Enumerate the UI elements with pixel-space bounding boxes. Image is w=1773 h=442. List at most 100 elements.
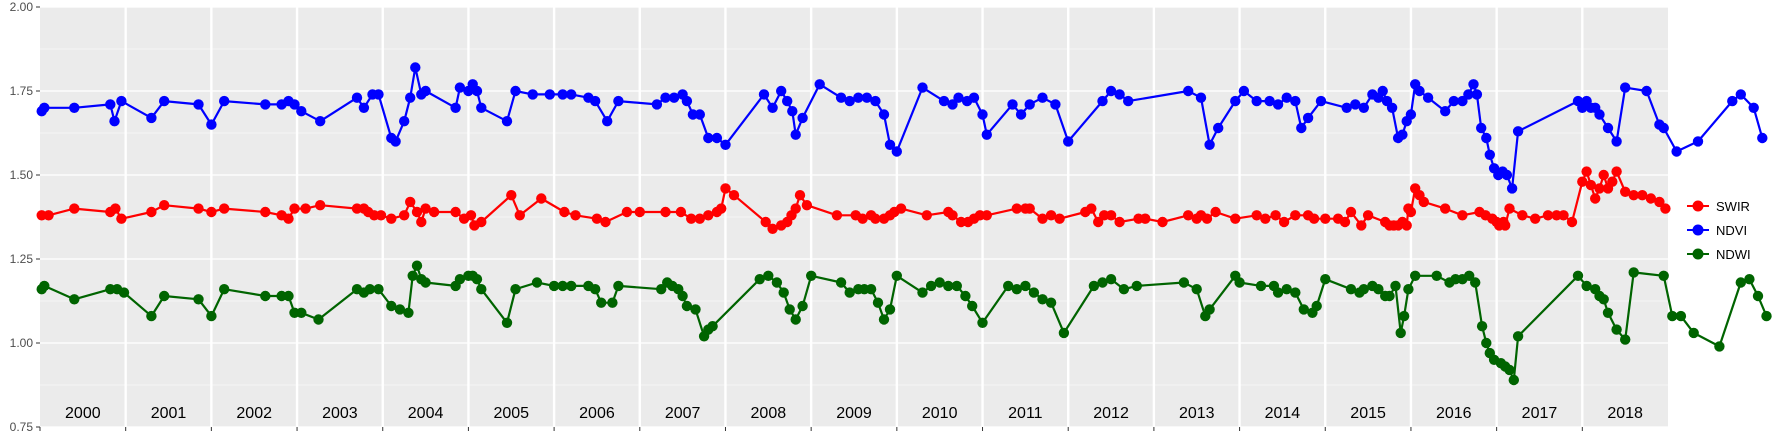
data-point-ndvi bbox=[720, 139, 731, 150]
data-point-swir bbox=[1418, 196, 1430, 208]
data-point-ndvi bbox=[1422, 92, 1434, 103]
data-point-ndwi bbox=[656, 284, 667, 295]
data-point-swir bbox=[1517, 210, 1528, 221]
data-point-ndvi bbox=[681, 95, 693, 107]
data-point-swir bbox=[69, 203, 80, 214]
data-point-ndwi bbox=[1204, 304, 1215, 315]
data-point-ndwi bbox=[1045, 297, 1057, 308]
data-point-ndwi bbox=[1281, 284, 1292, 295]
data-point-ndvi bbox=[410, 62, 421, 73]
data-point-ndvi bbox=[1251, 95, 1262, 107]
data-point-ndvi bbox=[450, 102, 461, 114]
data-point-ndvi bbox=[703, 132, 714, 144]
data-point-swir bbox=[1581, 166, 1592, 177]
data-point-ndvi bbox=[260, 99, 271, 110]
data-point-ndwi bbox=[784, 304, 795, 315]
data-point-ndvi bbox=[1658, 122, 1669, 134]
data-point-swir bbox=[1566, 216, 1578, 228]
data-point-ndvi bbox=[947, 99, 958, 110]
data-point-ndvi bbox=[1183, 85, 1194, 97]
data-point-ndwi bbox=[548, 280, 560, 292]
data-point-ndwi bbox=[754, 274, 765, 285]
data-point-ndwi bbox=[471, 274, 483, 285]
data-point-ndwi bbox=[1761, 310, 1772, 322]
data-point-swir bbox=[1260, 213, 1271, 224]
data-point-ndwi bbox=[394, 304, 406, 315]
data-point-ndvi bbox=[399, 116, 410, 127]
legend-key-point bbox=[1692, 248, 1704, 260]
data-point-swir bbox=[694, 213, 705, 224]
data-point-ndwi bbox=[159, 290, 170, 302]
data-point-ndwi bbox=[1688, 327, 1699, 339]
data-point-ndvi bbox=[1063, 136, 1074, 147]
data-point-ndwi bbox=[118, 287, 130, 298]
data-point-ndvi bbox=[758, 89, 770, 100]
data-point-swir bbox=[1201, 213, 1213, 224]
data-point-ndvi bbox=[767, 102, 778, 114]
data-point-ndvi bbox=[797, 112, 808, 124]
year-labels: 2000 2001 2002 2003 2004 2005 2006 2007 2008 2009… bbox=[65, 405, 1643, 422]
data-point-ndwi bbox=[1714, 341, 1725, 352]
data-point-swir bbox=[43, 210, 54, 221]
data-point-ndvi bbox=[891, 146, 902, 157]
data-point-swir bbox=[1183, 210, 1194, 221]
y-tick-label: 1.50 bbox=[10, 168, 34, 182]
data-point-swir bbox=[420, 203, 431, 214]
data-point-ndvi bbox=[1195, 92, 1207, 103]
data-point-ndwi bbox=[1037, 294, 1048, 305]
data-point-ndwi bbox=[454, 274, 466, 285]
data-point-swir bbox=[634, 206, 645, 218]
data-point-ndwi bbox=[313, 314, 324, 325]
data-point-ndvi bbox=[844, 95, 855, 107]
data-point-ndvi bbox=[358, 102, 370, 114]
data-point-ndwi bbox=[1395, 327, 1406, 339]
data-point-swir bbox=[1270, 210, 1281, 221]
data-point-swir bbox=[219, 203, 230, 214]
data-point-ndwi bbox=[1358, 284, 1370, 295]
data-point-ndwi bbox=[865, 284, 877, 295]
data-point-swir bbox=[760, 216, 771, 228]
data-point-ndwi bbox=[1667, 310, 1678, 322]
data-point-swir bbox=[1637, 190, 1648, 201]
data-point-swir bbox=[1024, 203, 1035, 214]
data-point-ndvi bbox=[651, 99, 663, 110]
data-point-swir bbox=[1558, 210, 1569, 221]
data-point-ndwi bbox=[943, 280, 954, 292]
data-point-ndvi bbox=[289, 99, 300, 110]
legend-key-point bbox=[1692, 200, 1704, 212]
data-point-ndwi bbox=[1403, 284, 1414, 295]
data-point-ndvi bbox=[1015, 109, 1027, 120]
year-label: 2014 bbox=[1265, 405, 1301, 422]
data-point-swir bbox=[1210, 206, 1221, 218]
series-layer bbox=[36, 62, 1772, 386]
data-point-ndwi bbox=[510, 284, 521, 295]
data-point-ndwi bbox=[1290, 287, 1301, 298]
data-point-swir bbox=[1230, 213, 1241, 224]
data-point-swir bbox=[514, 210, 525, 221]
data-point-swir bbox=[315, 200, 326, 211]
data-point-ndvi bbox=[1476, 122, 1487, 134]
data-point-ndwi bbox=[967, 300, 978, 312]
data-point-ndwi bbox=[707, 321, 718, 332]
data-point-ndwi bbox=[1118, 284, 1130, 295]
year-label: 2001 bbox=[151, 405, 187, 422]
data-point-ndvi bbox=[1341, 102, 1352, 114]
data-point-swir bbox=[1611, 166, 1622, 177]
data-point-ndwi bbox=[1131, 280, 1143, 292]
data-point-ndvi bbox=[566, 89, 577, 100]
data-point-ndwi bbox=[1255, 280, 1267, 292]
data-point-swir bbox=[1504, 203, 1515, 214]
data-point-ndvi bbox=[1358, 102, 1370, 114]
data-point-ndwi bbox=[1620, 334, 1631, 345]
data-point-ndwi bbox=[1178, 277, 1190, 288]
y-tick-label: 1.75 bbox=[10, 84, 34, 98]
data-point-ndvi bbox=[69, 102, 80, 114]
data-point-swir bbox=[1105, 210, 1117, 221]
data-point-swir bbox=[1585, 179, 1597, 191]
data-point-ndvi bbox=[787, 106, 798, 117]
data-point-swir bbox=[790, 203, 801, 214]
data-point-ndvi bbox=[193, 99, 204, 110]
data-point-ndwi bbox=[1028, 287, 1040, 298]
data-point-ndvi bbox=[1350, 99, 1361, 110]
data-point-ndvi bbox=[116, 95, 127, 107]
